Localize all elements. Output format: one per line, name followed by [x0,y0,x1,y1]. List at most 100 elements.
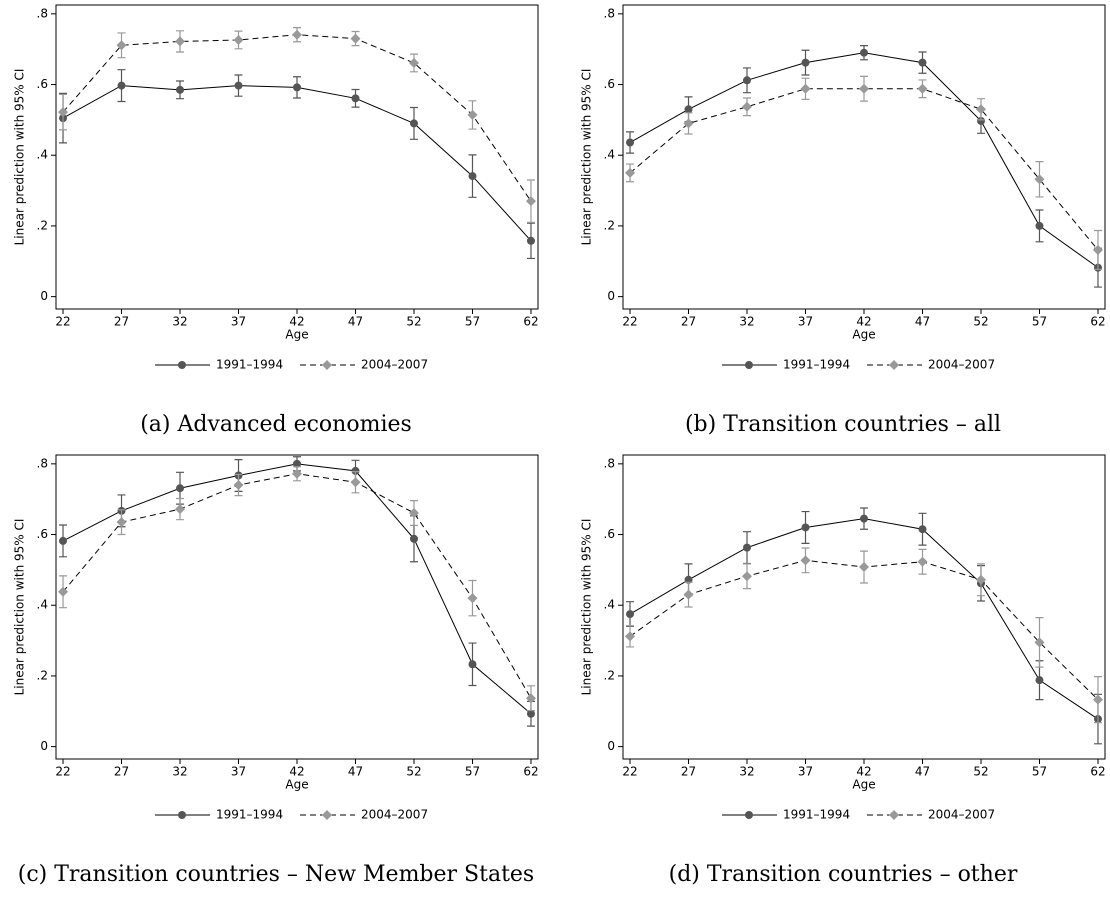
marker [800,555,811,566]
marker [626,138,635,147]
x-tick-label: 32 [739,765,754,779]
x-tick-label: 27 [114,315,129,329]
marker [322,810,332,820]
x-tick-label: 42 [856,315,871,329]
marker [525,196,536,207]
marker [683,118,694,129]
legend-item: 1991–1994 [722,358,850,372]
plot-frame [55,454,539,760]
x-tick-label: 37 [798,765,813,779]
x-axis-label: Age [285,778,308,792]
marker [351,94,360,103]
marker [917,556,928,567]
y-axis-label: Linear prediction with 95% CI [13,69,27,246]
marker [860,514,868,523]
y-tick-label: .4 [37,598,48,612]
marker [526,709,535,718]
marker [175,36,186,47]
x-tick-label: 37 [231,315,246,329]
marker [526,236,535,245]
y-axis-label: Linear prediction with 95% CI [580,519,594,696]
x-tick-label: 52 [973,315,988,329]
plot-frame [55,4,539,310]
legend-label: 2004–2007 [361,808,428,822]
marker [860,48,868,57]
marker [178,811,186,819]
x-tick-label: 57 [465,765,480,779]
y-tick-label: 0 [607,289,615,303]
marker [409,534,418,543]
marker [918,525,927,534]
marker [322,360,332,370]
y-tick-label: .6 [604,77,615,91]
marker [801,58,810,67]
y-axis-label: Linear prediction with 95% CI [13,519,27,696]
marker [745,361,753,369]
x-tick-label: 52 [406,315,421,329]
marker [917,83,928,94]
marker [233,480,244,491]
marker [408,507,419,518]
marker [625,167,636,178]
y-tick-label: .2 [604,668,615,682]
legend-item: 2004–2007 [300,808,428,822]
y-tick-label: .6 [37,527,48,541]
legend-label: 1991–1994 [216,358,283,372]
x-tick-label: 32 [739,315,754,329]
marker [176,484,185,493]
x-tick-label: 27 [681,765,696,779]
legend-item: 1991–1994 [722,808,850,822]
x-tick-label: 52 [406,765,421,779]
x-tick-label: 47 [348,765,363,779]
marker [743,76,752,85]
x-tick-label: 47 [915,765,930,779]
y-tick-label: .2 [37,218,48,232]
marker [684,105,693,114]
marker [467,593,478,604]
x-tick-label: 22 [55,765,70,779]
marker [801,523,810,532]
marker [1034,174,1045,185]
marker [859,562,869,573]
marker [743,543,752,552]
legend-item: 1991–1994 [155,808,283,822]
y-tick-label: .2 [37,668,48,682]
y-tick-label: 0 [40,739,48,753]
marker [178,361,186,369]
x-tick-label: 22 [622,315,637,329]
x-axis-label: Age [285,328,308,342]
marker [975,574,986,585]
marker [59,536,68,545]
marker [625,631,636,642]
series-line [62,463,532,715]
y-tick-label: .8 [37,6,48,20]
marker [234,81,243,90]
marker [409,119,418,128]
caption: (b) Transition countries – all [685,412,1001,437]
caption: (c) Transition countries – New Member St… [18,862,534,887]
series-line [62,34,532,202]
marker [1092,244,1103,255]
y-tick-label: .4 [604,598,615,612]
y-tick-label: .8 [604,456,615,470]
series-line [629,518,1099,720]
x-tick-label: 37 [231,765,246,779]
marker [1035,676,1044,685]
marker [742,101,753,112]
marker [408,57,419,68]
panel: 0 .2 .4 .6 .8 22 27 32 37 42 47 52 57 62 Age Linear pre… [580,454,1106,887]
x-tick-label: 62 [523,765,538,779]
marker [800,83,811,94]
marker [918,58,927,67]
marker [467,109,478,120]
x-tick-label: 57 [1032,765,1047,779]
marker [116,40,127,51]
y-tick-label: .8 [604,6,615,20]
marker [889,360,899,370]
x-axis-label: Age [852,778,875,792]
marker [293,83,301,92]
marker [975,104,986,115]
legend-label: 1991–1994 [216,808,283,822]
x-tick-label: 62 [523,315,538,329]
